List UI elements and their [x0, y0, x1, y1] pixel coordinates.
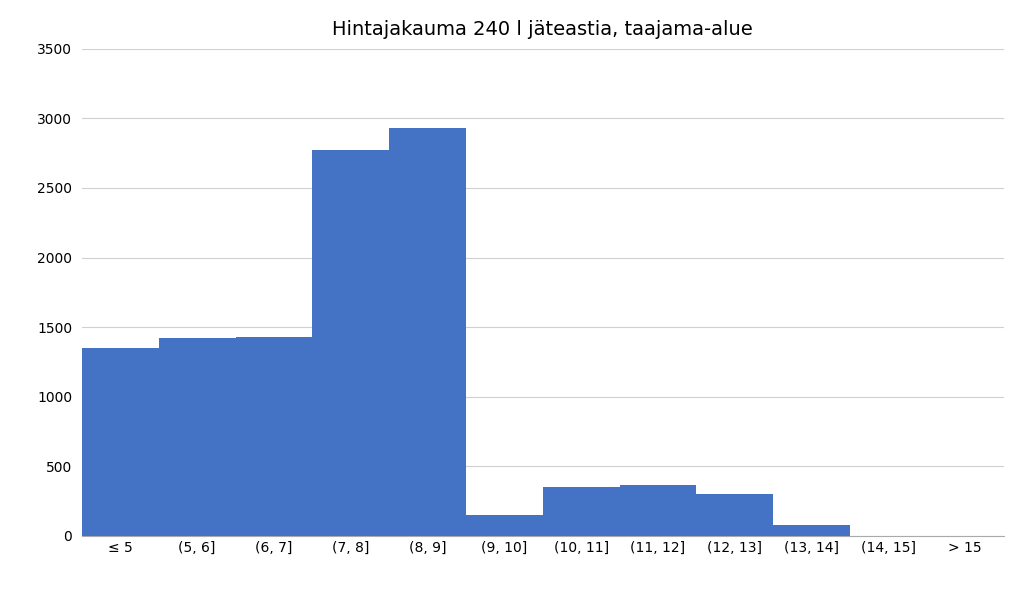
Bar [236, 337, 312, 536]
Bar [696, 494, 773, 536]
Bar [159, 338, 236, 536]
Bar [543, 487, 620, 536]
Bar [312, 150, 389, 536]
Bar [82, 348, 159, 536]
Bar [620, 485, 696, 536]
Bar [466, 515, 543, 536]
Title: Hintajakauma 240 l jäteastia, taajama-alue: Hintajakauma 240 l jäteastia, taajama-al… [333, 20, 753, 39]
Bar [389, 128, 466, 536]
Bar [773, 526, 850, 536]
